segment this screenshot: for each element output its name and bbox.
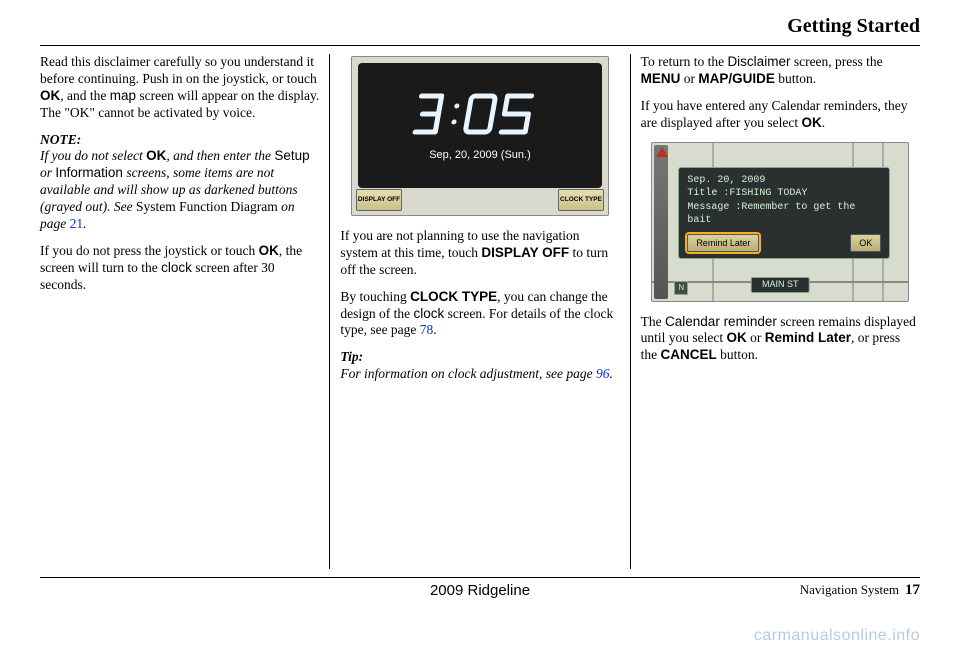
col2-tip: Tip: For information on clock adjustment… [340, 349, 619, 383]
map-screenshot: Sep. 20, 2009 Title :FISHING TODAY Messa… [651, 142, 909, 302]
note-label: NOTE: [40, 132, 81, 147]
watermark: carmanualsonline.info [754, 627, 920, 645]
col2-para1: If you are not planning to use the navig… [340, 228, 619, 279]
clock-time [405, 88, 555, 143]
map-scale-bar [654, 145, 668, 299]
col3-para2: If you have entered any Calendar reminde… [641, 98, 920, 132]
col1-note: NOTE: If you do not select OK, and then … [40, 132, 319, 233]
link-page-78[interactable]: 78 [420, 322, 434, 337]
clock-date: Sep, 20, 2009 (Sun.) [429, 149, 531, 163]
page-number: 17 [905, 582, 920, 598]
page-title: Getting Started [40, 15, 920, 40]
display-off-button[interactable]: DISPLAY OFF [356, 189, 402, 211]
content-columns: Read this disclaimer carefully so you un… [40, 54, 920, 569]
clock-type-button[interactable]: CLOCK TYPE [558, 189, 604, 211]
clock-screenshot: Sep, 20, 2009 (Sun.) DISPLAY OFF CLOCK T… [351, 56, 609, 216]
street-label: MAIN ST [751, 277, 810, 292]
north-arrow-icon [656, 147, 668, 157]
calendar-reminder-popup: Sep. 20, 2009 Title :FISHING TODAY Messa… [678, 167, 890, 259]
column-2: Sep, 20, 2009 (Sun.) DISPLAY OFF CLOCK T… [329, 54, 630, 569]
col3-para1: To return to the Disclaimer screen, pres… [641, 54, 920, 88]
map-label: map [110, 88, 136, 103]
col3-para3: The Calendar reminder screen remains dis… [641, 314, 920, 365]
column-1: Read this disclaimer carefully so you un… [40, 54, 329, 569]
popup-date: Sep. 20, 2009 [687, 174, 881, 188]
footer-right: Navigation System17 [627, 582, 920, 599]
col1-para3: If you do not press the joystick or touc… [40, 243, 319, 294]
link-page-21[interactable]: 21 [70, 216, 84, 231]
tip-label: Tip: [340, 349, 363, 364]
page-container: Getting Started Read this disclaimer car… [40, 15, 920, 625]
compass-icon: N [674, 281, 688, 295]
col2-para2: By touching CLOCK TYPE, you can change t… [340, 289, 619, 340]
footer: 2009 Ridgeline Navigation System17 [40, 578, 920, 599]
popup-button-row: Remind Later OK [687, 234, 881, 252]
column-3: To return to the Disclaimer screen, pres… [631, 54, 920, 569]
ok-label: OK [40, 88, 60, 103]
link-page-96[interactable]: 96 [596, 366, 610, 381]
ok-button[interactable]: OK [850, 234, 881, 252]
col1-para1: Read this disclaimer carefully so you un… [40, 54, 319, 122]
clock-display: Sep, 20, 2009 (Sun.) [358, 63, 602, 188]
popup-message-row: Message :Remember to get the bait [687, 201, 881, 228]
remind-later-button[interactable]: Remind Later [687, 234, 759, 252]
top-rule [40, 45, 920, 46]
popup-title-row: Title :FISHING TODAY [687, 187, 881, 201]
footer-center: 2009 Ridgeline [333, 582, 626, 599]
